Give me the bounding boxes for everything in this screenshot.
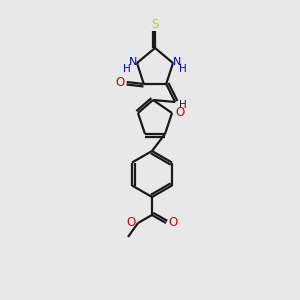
Text: S: S (151, 17, 159, 31)
Text: H: H (179, 64, 187, 74)
Text: O: O (126, 215, 136, 229)
Text: O: O (176, 106, 184, 119)
Text: H: H (123, 64, 131, 74)
Text: N: N (129, 57, 137, 67)
Text: O: O (168, 217, 178, 230)
Text: O: O (115, 76, 124, 88)
Text: H: H (179, 100, 187, 110)
Text: N: N (173, 57, 181, 67)
